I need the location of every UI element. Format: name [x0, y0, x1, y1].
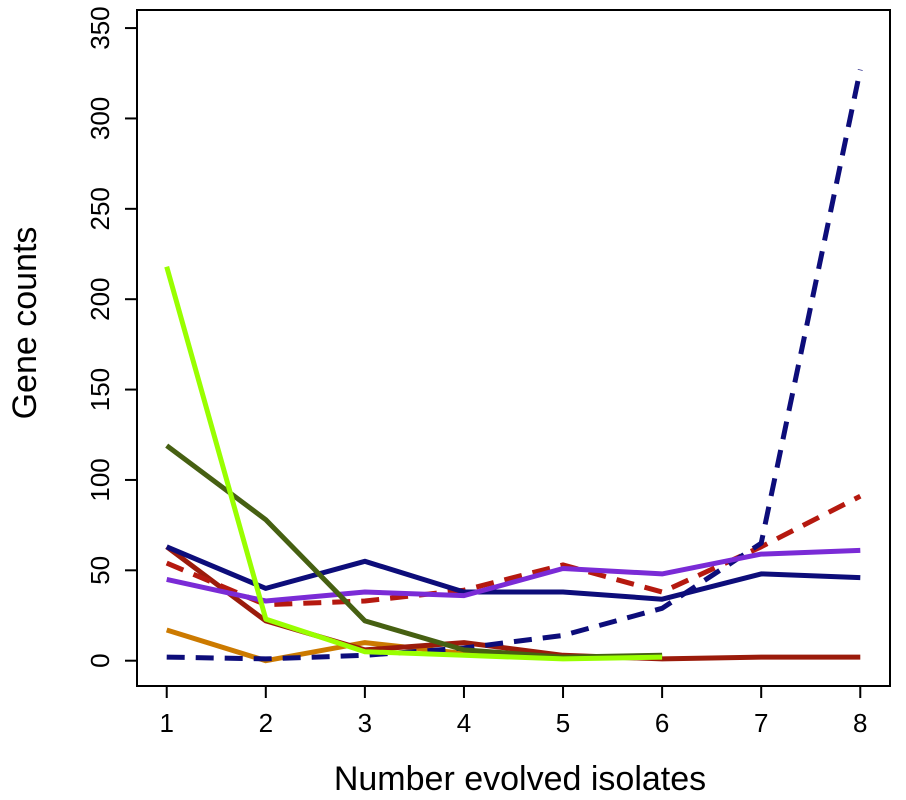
x-tick-label: 2 [259, 708, 273, 738]
series-layer [164, 69, 863, 664]
series-line-6 [166, 547, 861, 604]
plot-frame [136, 9, 891, 687]
x-tick-label: 8 [853, 708, 867, 738]
x-tick-label: 1 [159, 708, 173, 738]
y-axis: 0 50 100 150 200 250 300 350 [85, 6, 137, 668]
y-tick-label: 0 [85, 653, 115, 667]
x-axis: 1 2 3 4 5 6 7 8 [159, 686, 868, 738]
series-line-5 [165, 544, 861, 602]
x-tick-label: 6 [655, 708, 669, 738]
x-axis-title: Number evolved isolates [334, 760, 706, 798]
y-tick-label: 250 [85, 187, 115, 230]
y-axis-title: Gene counts [6, 227, 44, 420]
series-line-4 [166, 69, 863, 662]
x-tick-label: 4 [457, 708, 471, 738]
y-tick-label: 50 [85, 556, 115, 585]
y-tick-label: 350 [85, 6, 115, 49]
series-line-8 [164, 266, 663, 662]
y-tick-label: 150 [85, 368, 115, 411]
x-tick-label: 5 [556, 708, 570, 738]
x-tick-label: 3 [358, 708, 372, 738]
series-line-7 [165, 443, 663, 660]
y-tick-label: 300 [85, 97, 115, 140]
x-tick-label: 7 [754, 708, 768, 738]
y-tick-label: 100 [85, 458, 115, 501]
series-line-3 [165, 493, 862, 608]
y-tick-label: 200 [85, 278, 115, 321]
